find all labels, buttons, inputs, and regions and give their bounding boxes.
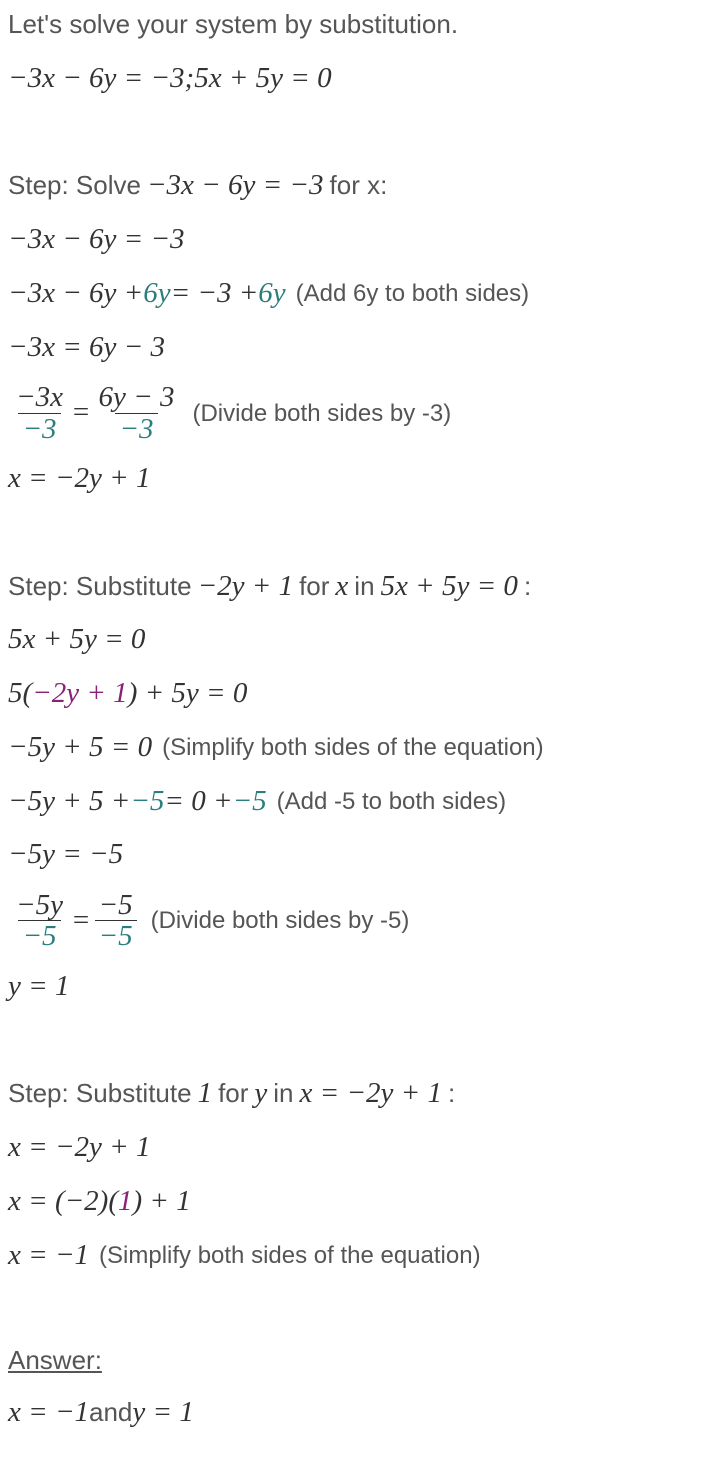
- step2-sub: −2y + 1: [198, 568, 294, 606]
- step2-l4-teal2: −5: [233, 783, 267, 821]
- step1-math: −3x − 6y = −3: [147, 167, 324, 205]
- step1-l2-note: (Add 6y to both sides): [296, 278, 529, 309]
- step2-line3: −5y + 5 = 0 (Simplify both sides of the …: [8, 729, 710, 767]
- step2-mid1: for: [299, 570, 329, 604]
- intro-text: Let's solve your system by substitution.: [8, 8, 710, 42]
- step2-target: 5x + 5y = 0: [381, 568, 518, 606]
- system-equations: −3x − 6y = −3; 5x + 5y = 0: [8, 60, 710, 98]
- step1-prefix: Step: Solve: [8, 169, 141, 203]
- step1-frac-l-den: −3: [18, 413, 60, 444]
- step2-line7: y = 1: [8, 968, 710, 1006]
- step3-sub: 1: [198, 1075, 213, 1113]
- step2-l4a: −5y + 5 +: [8, 783, 130, 821]
- step2-mid2: in: [354, 570, 374, 604]
- step1-l2b: = −3 +: [171, 275, 259, 313]
- step2-frac-right: −5 −5: [95, 890, 137, 952]
- step2-line2: 5(−2y + 1) + 5y = 0: [8, 675, 710, 713]
- answer-line: x = −1 and y = 1: [8, 1394, 710, 1432]
- answer-and: and: [89, 1396, 132, 1430]
- step2-colon: :: [524, 570, 531, 604]
- step1-l4-note: (Divide both sides by -3): [192, 398, 451, 429]
- step2-line5: −5y = −5: [8, 836, 710, 874]
- step3-line2: x = (−2)(1) + 1: [8, 1183, 710, 1221]
- step2-line6: −5y −5 = −5 −5 (Divide both sides by -5): [8, 890, 710, 952]
- step2-l4-note: (Add -5 to both sides): [277, 786, 506, 817]
- step3-prefix: Step: Substitute: [8, 1077, 192, 1111]
- step1-l2-teal2: 6y: [258, 275, 285, 313]
- step2-frac-l-num: −5y: [12, 890, 67, 920]
- step3-vary: y: [254, 1075, 267, 1113]
- step1-header: Step: Solve −3x − 6y = −3 for x:: [8, 167, 710, 205]
- step2-frac-l-den: −5: [18, 920, 60, 951]
- step2-l2b: ) + 5y = 0: [128, 675, 248, 713]
- step3-line1: x = −2y + 1: [8, 1129, 710, 1167]
- step3-l2a: x = (−2)(: [8, 1183, 118, 1221]
- system-sep: ;: [185, 60, 195, 98]
- system-eq1: −3x − 6y = −3: [8, 60, 185, 98]
- step1-frac-r-den: −3: [115, 413, 157, 444]
- step2-frac-left: −5y −5: [12, 890, 67, 952]
- answer-label: Answer:: [8, 1344, 710, 1378]
- step3-mid2: in: [273, 1077, 293, 1111]
- step3-line3: x = −1 (Simplify both sides of the equat…: [8, 1237, 710, 1275]
- step2-l3: −5y + 5 = 0: [8, 729, 152, 767]
- step1-suffix: for x:: [330, 169, 388, 203]
- step1-l2-teal1: 6y: [143, 275, 170, 313]
- answer-x: x = −1: [8, 1394, 89, 1432]
- step1-frac-left: −3x −3: [12, 382, 67, 444]
- step1-frac-eq: =: [71, 394, 91, 432]
- step2-l2a: 5(: [8, 675, 32, 713]
- step2-l6-note: (Divide both sides by -5): [151, 905, 410, 936]
- step2-varx: x: [335, 568, 348, 606]
- step2-header: Step: Substitute −2y + 1 for x in 5x + 5…: [8, 568, 710, 606]
- step3-header: Step: Substitute 1 for y in x = −2y + 1:: [8, 1075, 710, 1113]
- step3-colon: :: [448, 1077, 455, 1111]
- step1-line2: −3x − 6y + 6y = −3 + 6y (Add 6y to both …: [8, 275, 710, 313]
- step1-line4: −3x −3 = 6y − 3 −3 (Divide both sides by…: [8, 382, 710, 444]
- step3-target: x = −2y + 1: [300, 1075, 442, 1113]
- step1-frac-right: 6y − 3 −3: [95, 382, 179, 444]
- step2-l3-note: (Simplify both sides of the equation): [162, 732, 544, 763]
- step3-l3-note: (Simplify both sides of the equation): [99, 1240, 481, 1271]
- step1-line3: −3x = 6y − 3: [8, 329, 710, 367]
- step3-l2-purple: 1: [118, 1183, 133, 1221]
- step2-frac-eq: =: [71, 902, 91, 940]
- system-eq2: 5x + 5y = 0: [194, 60, 331, 98]
- step2-l4-teal1: −5: [130, 783, 164, 821]
- step2-line4: −5y + 5 + −5 = 0 + −5 (Add -5 to both si…: [8, 783, 710, 821]
- step1-l2a: −3x − 6y +: [8, 275, 143, 313]
- step1-line5: x = −2y + 1: [8, 460, 710, 498]
- step2-frac-r-den: −5: [95, 920, 137, 951]
- step1-frac-l-num: −3x: [12, 382, 67, 412]
- step3-mid1: for: [218, 1077, 248, 1111]
- step1-frac-r-num: 6y − 3: [95, 382, 179, 412]
- step2-line1: 5x + 5y = 0: [8, 621, 710, 659]
- answer-y: y = 1: [132, 1394, 193, 1432]
- step2-prefix: Step: Substitute: [8, 570, 192, 604]
- step3-l2b: ) + 1: [132, 1183, 190, 1221]
- step1-line1: −3x − 6y = −3: [8, 221, 710, 259]
- step2-l4b: = 0 +: [164, 783, 232, 821]
- step3-l3: x = −1: [8, 1237, 89, 1275]
- step2-l2-purple: −2y + 1: [32, 675, 128, 713]
- step2-frac-r-num: −5: [95, 890, 137, 920]
